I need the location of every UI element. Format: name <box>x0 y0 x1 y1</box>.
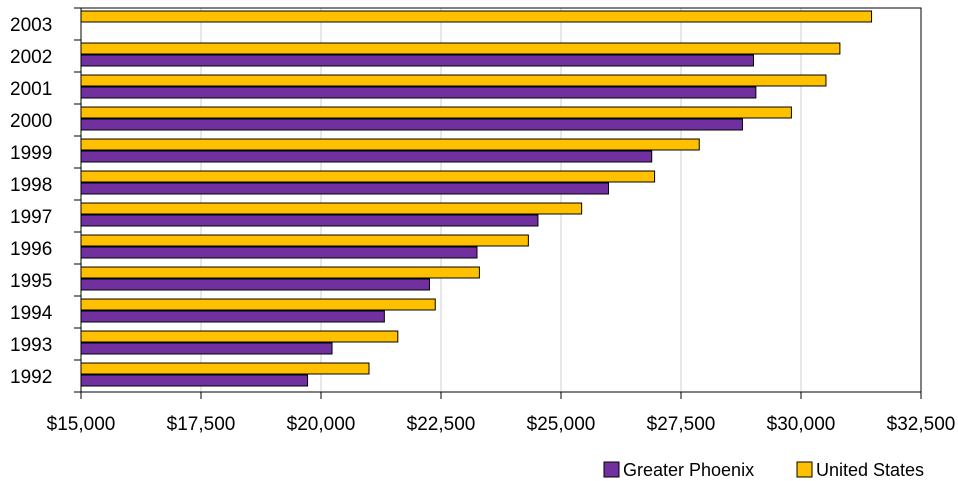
bar-united-states-1993 <box>80 330 399 343</box>
bar-greater-phoenix-2002 <box>80 54 754 67</box>
y-tick-label-2000: 2000 <box>10 111 52 132</box>
y-axis-tick-labels: 2003 2002 2001 2000 1999 1998 1997 1996 1995 1994… <box>10 7 81 393</box>
x-tick-label: $27,500 <box>647 414 716 435</box>
bar-united-states-1999 <box>80 138 700 151</box>
bar-united-states-1998 <box>80 170 656 183</box>
bar-united-states-2003 <box>80 10 873 23</box>
y-tick-label-1999: 1999 <box>10 143 52 164</box>
y-tick-label-2002: 2002 <box>10 47 52 68</box>
x-tick-label: $30,000 <box>767 414 836 435</box>
bar-greater-phoenix-1994 <box>80 310 385 323</box>
bar-united-states-2000 <box>80 106 792 119</box>
bar-united-states-1997 <box>80 202 583 215</box>
bar-greater-phoenix-1996 <box>80 246 478 259</box>
bar-greater-phoenix-1997 <box>80 214 539 227</box>
bar-greater-phoenix-2001 <box>80 86 757 99</box>
bar-greater-phoenix-1999 <box>80 150 653 163</box>
bars <box>80 10 873 387</box>
x-axis-tick-labels: $15,000 $17,500 $20,000 $22,500 $25,000 $27,5… <box>47 392 956 435</box>
y-tick-label-1992: 1992 <box>10 367 52 388</box>
legend-label-united-states: United States <box>816 460 924 480</box>
bar-united-states-2002 <box>80 42 841 55</box>
bar-united-states-1992 <box>80 362 370 375</box>
x-tick-label: $25,000 <box>527 414 596 435</box>
x-tick-label: $20,000 <box>287 414 356 435</box>
y-tick-label-1996: 1996 <box>10 239 52 260</box>
x-tick-label: $22,500 <box>407 414 476 435</box>
y-tick-label-1994: 1994 <box>10 303 53 324</box>
gridlines <box>200 8 802 392</box>
legend-swatch-united-states <box>796 461 813 478</box>
bar-united-states-1994 <box>80 298 436 311</box>
x-tick-label: $32,500 <box>887 414 956 435</box>
y-tick-label-2003: 2003 <box>10 15 52 36</box>
bar-greater-phoenix-1993 <box>80 342 333 355</box>
bar-greater-phoenix-1992 <box>80 374 309 387</box>
y-tick-label-1995: 1995 <box>10 271 52 292</box>
legend-label-greater-phoenix: Greater Phoenix <box>623 460 754 480</box>
y-tick-label-1998: 1998 <box>10 175 52 196</box>
bar-united-states-1996 <box>80 234 529 247</box>
bar-greater-phoenix-1998 <box>80 182 610 195</box>
x-tick-label: $15,000 <box>47 414 116 435</box>
y-tick-label-2001: 2001 <box>10 79 52 100</box>
y-tick-label-1993: 1993 <box>10 335 52 356</box>
x-tick-label: $17,500 <box>167 414 236 435</box>
legend: Greater Phoenix United States <box>603 460 924 480</box>
legend-swatch-greater-phoenix <box>603 461 620 478</box>
bar-greater-phoenix-1995 <box>80 278 430 291</box>
y-tick-label-1997: 1997 <box>10 207 52 228</box>
bar-united-states-1995 <box>80 266 480 279</box>
bar-united-states-2001 <box>80 74 827 87</box>
bar-greater-phoenix-2000 <box>80 118 743 131</box>
